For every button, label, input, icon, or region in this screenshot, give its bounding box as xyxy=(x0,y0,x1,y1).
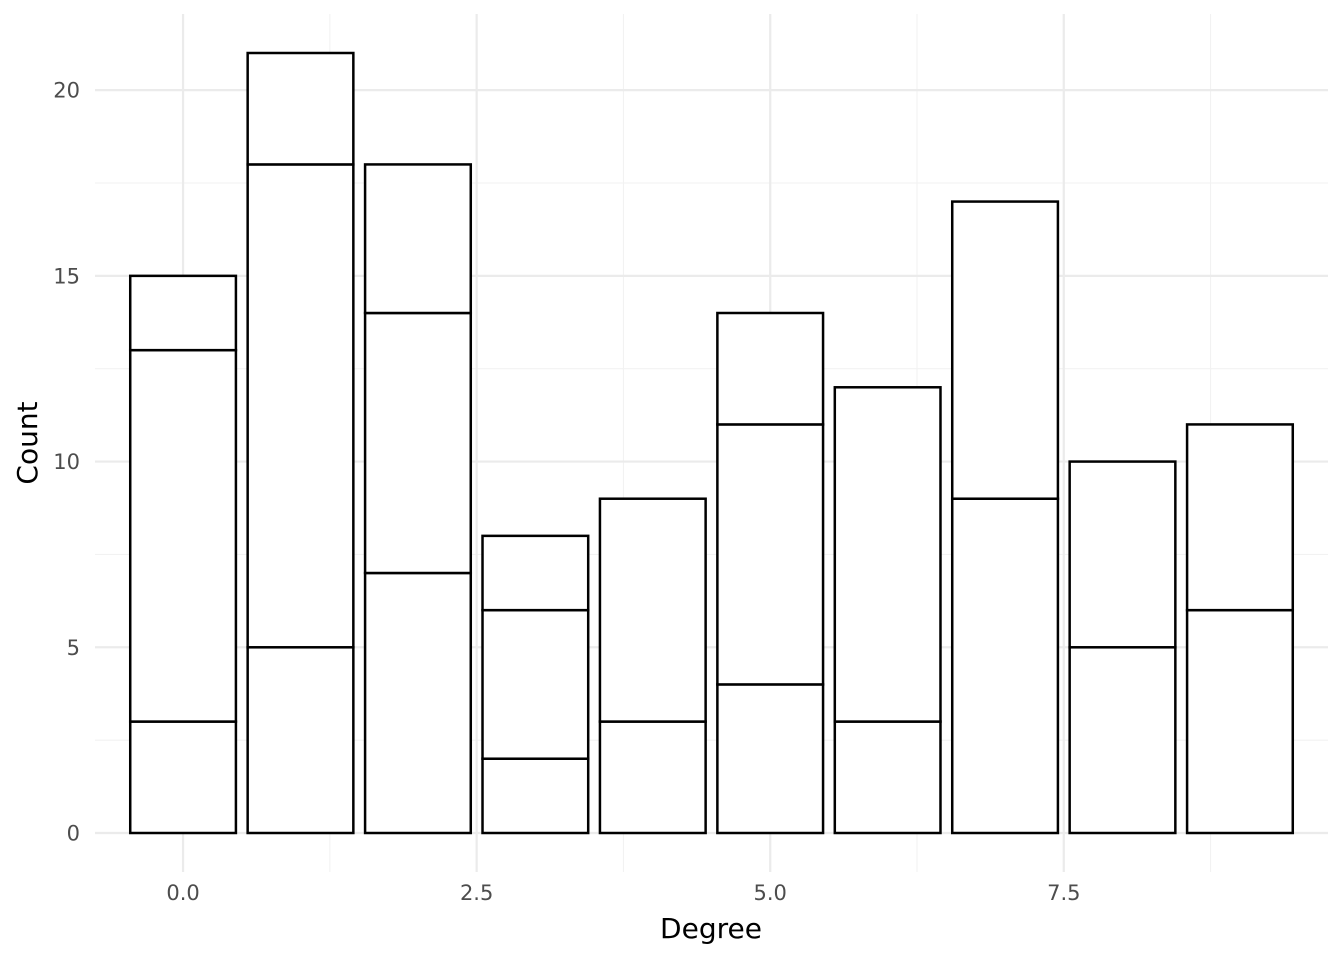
bar-segment xyxy=(1068,646,1177,835)
y-axis-tick-labels: 0 5 10 15 20 xyxy=(53,79,80,846)
bar-segment xyxy=(1185,608,1295,835)
bar-6 xyxy=(833,386,942,835)
bar-segment xyxy=(481,757,590,835)
bar-segment xyxy=(950,200,1060,500)
bar-segment xyxy=(128,348,238,723)
x-tick-label: 0.0 xyxy=(166,881,199,905)
bar-segment xyxy=(716,423,825,686)
x-axis-title: Degree xyxy=(660,912,762,945)
bar-segment xyxy=(246,163,355,649)
bar-1 xyxy=(246,51,355,835)
bar-2 xyxy=(363,163,473,835)
y-tick-label: 15 xyxy=(53,264,80,288)
y-tick-label: 20 xyxy=(53,79,80,103)
y-tick-label: 5 xyxy=(67,636,80,660)
bar-3 xyxy=(481,534,590,835)
bar-segment xyxy=(481,608,590,760)
y-tick-label: 0 xyxy=(67,822,80,846)
bar-segment xyxy=(598,497,707,723)
bar-segment xyxy=(363,571,473,835)
bar-5 xyxy=(716,311,825,835)
x-tick-label: 2.5 xyxy=(460,881,493,905)
x-tick-label: 5.0 xyxy=(754,881,787,905)
bar-segment xyxy=(1185,423,1295,612)
bar-segment xyxy=(950,497,1060,835)
bar-segment xyxy=(128,720,238,835)
bar-segment xyxy=(1068,460,1177,649)
x-axis-tick-labels: 0.0 2.5 5.0 7.5 xyxy=(166,881,1080,905)
bar-7 xyxy=(950,200,1060,835)
y-axis-title: Count xyxy=(11,401,44,484)
bar-segment xyxy=(833,720,942,835)
y-tick-label: 10 xyxy=(53,450,80,474)
bar-4 xyxy=(598,497,707,835)
bar-segment xyxy=(833,386,942,723)
bar-segment xyxy=(246,646,355,835)
bar-segment xyxy=(481,534,590,612)
bars xyxy=(128,51,1295,835)
x-tick-label: 7.5 xyxy=(1047,881,1080,905)
bar-0 xyxy=(128,274,238,835)
bar-segment xyxy=(128,274,238,352)
bar-segment xyxy=(716,683,825,835)
bar-segment xyxy=(716,311,825,426)
bar-9 xyxy=(1185,423,1295,835)
bar-8 xyxy=(1068,460,1177,835)
bar-segment xyxy=(598,720,707,835)
bar-segment xyxy=(363,311,473,575)
bar-segment xyxy=(363,163,473,315)
bar-segment xyxy=(246,51,355,166)
